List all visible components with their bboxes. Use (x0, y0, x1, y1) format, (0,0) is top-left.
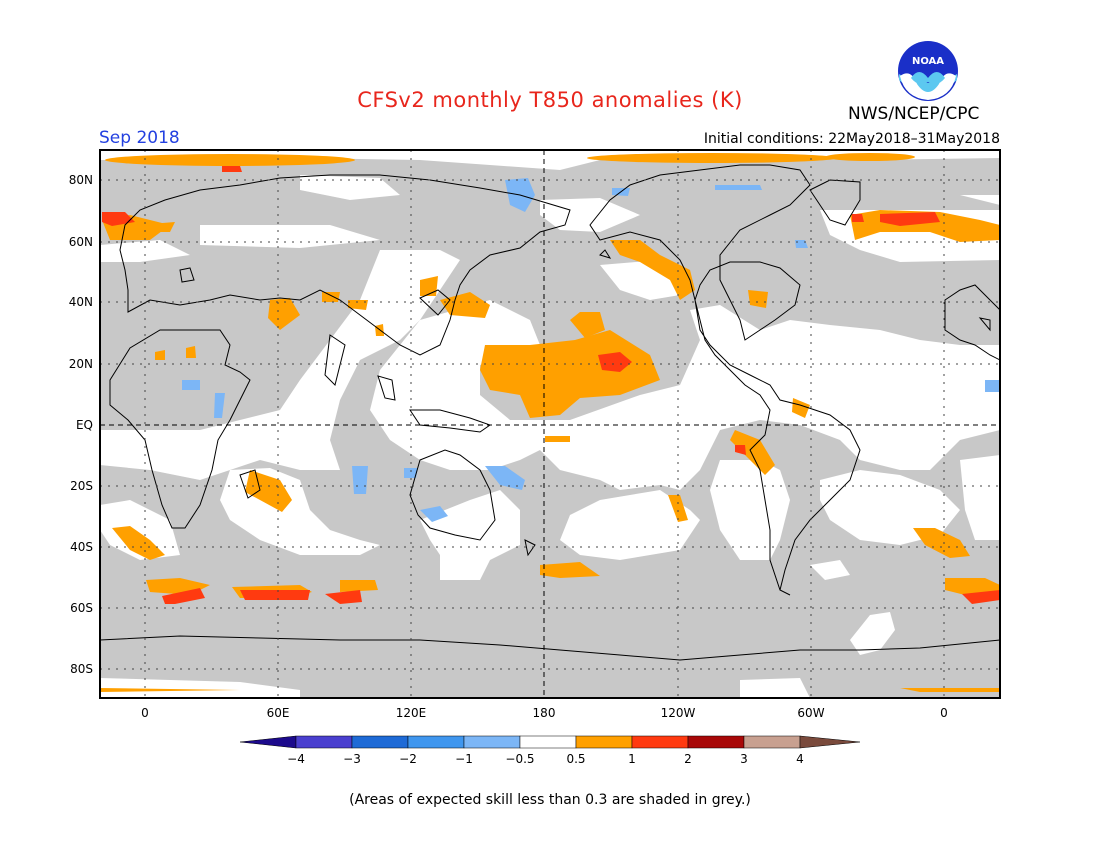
equator-dateline (100, 150, 1000, 698)
lon-label: 120W (661, 706, 696, 720)
colorbar-tick-label: 2 (684, 752, 692, 766)
colorbar-cell (575, 735, 633, 749)
colorbar-max-arrow (799, 735, 861, 749)
lat-label: 20S (70, 479, 93, 493)
longitude-labels: 0 60E 120E 180 120W 60W 0 (141, 706, 948, 720)
colorbar-cell (743, 735, 801, 749)
lon-label: 120E (396, 706, 427, 720)
latitude-labels: 80N 60N 40N 20N EQ 20S 40S 60S 80S (69, 173, 93, 676)
initial-conditions-label: Initial conditions: 22May2018–31May2018 (703, 131, 1000, 147)
orange-anomaly-regions (100, 153, 1000, 692)
colorbar-tick-label: 0.5 (566, 752, 585, 766)
colorbar-min-arrow (239, 735, 297, 749)
lon-label: 0 (141, 706, 149, 720)
map-background (100, 150, 1000, 698)
colorbar-cell (631, 735, 689, 749)
lon-label: 0 (940, 706, 948, 720)
lon-label: 60E (267, 706, 290, 720)
map-frame (99, 149, 1001, 699)
lat-label: 60N (69, 235, 93, 249)
lon-label: 180 (533, 706, 556, 720)
lat-lon-grid (100, 150, 1000, 698)
colorbar: −4 −3 −2 −1 −0.5 0.5 1 2 3 4 (239, 735, 861, 766)
colorbar-tick-label: 3 (740, 752, 748, 766)
agency-label: NWS/NCEP/CPC (848, 104, 980, 124)
chart-title: CFSv2 monthly T850 anomalies (K) (357, 88, 743, 112)
colorbar-tick-label: 4 (796, 752, 804, 766)
colorbar-tick-label: −3 (343, 752, 361, 766)
noaa-logo: NOAA (898, 41, 958, 101)
lat-label: 40N (69, 295, 93, 309)
skill-footnote: (Areas of expected skill less than 0.3 a… (349, 792, 751, 808)
white-regions (100, 150, 1000, 698)
blue-anomaly-regions (182, 178, 1000, 522)
colorbar-tick-label: −0.5 (505, 752, 534, 766)
lat-label: 80N (69, 173, 93, 187)
lat-label: EQ (76, 418, 93, 432)
colorbar-cell (687, 735, 745, 749)
colorbar-cell (351, 735, 409, 749)
colorbar-tick-label: −4 (287, 752, 305, 766)
colorbar-tick-label: 1 (628, 752, 636, 766)
colorbar-cell (407, 735, 465, 749)
colorbar-cell (295, 735, 353, 749)
lon-label: 60W (797, 706, 824, 720)
colorbar-cell (463, 735, 521, 749)
lat-label: 60S (70, 601, 93, 615)
colorbar-tick-label: −1 (455, 752, 473, 766)
lat-label: 40S (70, 540, 93, 554)
colorbar-cell (519, 735, 577, 749)
red-anomaly-regions (102, 166, 1000, 604)
lat-label: 80S (70, 662, 93, 676)
colorbar-tick-label: −2 (399, 752, 417, 766)
logo-text: NOAA (912, 56, 944, 67)
lat-label: 20N (69, 357, 93, 371)
coastlines (100, 164, 1000, 661)
valid-month-label: Sep 2018 (99, 128, 180, 148)
